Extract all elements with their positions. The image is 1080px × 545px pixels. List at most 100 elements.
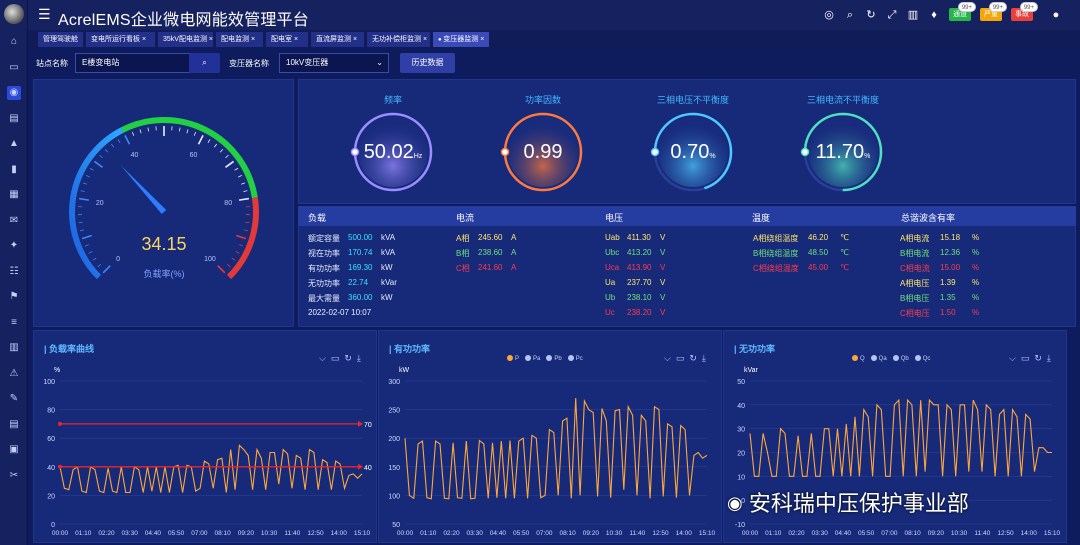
y-tick-label: 50 [392, 522, 400, 529]
line-view-icon[interactable]: ⌵ [319, 353, 331, 363]
legend-item[interactable]: Qc [909, 355, 930, 362]
metric-title: 频率 [383, 95, 402, 105]
table-icon[interactable]: ▥ [9, 342, 19, 353]
tab-close-icon[interactable]: × [249, 36, 256, 43]
gauge-tick-label: 60 [190, 152, 198, 159]
grid-icon[interactable]: ☷ [9, 265, 19, 277]
x-tick-label: 15:10 [1044, 530, 1061, 537]
download-icon[interactable]: ⤓ [701, 353, 711, 363]
wrench-icon[interactable]: ✂ [9, 469, 19, 481]
station-search-button[interactable]: ⌕ [189, 53, 220, 73]
mark-line-label: 40 [364, 465, 372, 472]
alarm-icon[interactable]: ▲ [9, 138, 19, 149]
alarm-badge-button[interactable]: 严重 99+ [980, 2, 1007, 21]
layers-icon[interactable]: ▤ [9, 112, 19, 124]
shirt-icon[interactable]: ♦ [931, 9, 937, 21]
table-cell-label: Uca [605, 263, 620, 272]
doc-icon[interactable]: ▤ [9, 418, 19, 430]
table-cell-label: Ubc [605, 248, 620, 257]
tab-close-icon[interactable]: × [421, 36, 428, 43]
alarm-badge-label: 事故 [1015, 11, 1029, 18]
book-icon[interactable]: ▣ [9, 444, 19, 455]
y-tick-label: 100 [43, 379, 55, 386]
gauge-tick [243, 229, 249, 232]
y-axis-unit: kVar [744, 367, 759, 374]
x-tick-label: 12:50 [997, 530, 1014, 537]
restore-icon[interactable]: ↻ [344, 353, 357, 363]
bell-icon[interactable]: ⚠ [9, 367, 19, 379]
edit-icon[interactable]: ✎ [9, 393, 19, 404]
gauge-tick [219, 149, 224, 153]
mark-line-arrow [358, 463, 363, 470]
legend-item[interactable]: P [501, 355, 519, 362]
legend-item[interactable]: Pb [540, 355, 562, 362]
table-cell-value: 45.00 [808, 263, 829, 272]
chart-icon[interactable]: ▥ [907, 9, 919, 21]
station-select[interactable]: E楼变电站 [75, 53, 215, 73]
tab-close-icon[interactable]: × [478, 36, 485, 43]
chart-plot: kVar -10 0 10 20 30 40 50 00:00 01:10 02:20 03:30 04… [735, 367, 1061, 537]
gauge-tick [124, 135, 131, 145]
alarm-count-badge: 99+ [1019, 2, 1038, 12]
tab-close-icon[interactable]: × [206, 36, 213, 43]
list-icon[interactable]: ≡ [11, 316, 17, 328]
bar-view-icon[interactable]: ▭ [330, 353, 345, 363]
bulb-icon[interactable]: ✦ [9, 240, 19, 251]
tab-item[interactable]: 无功补偿柜监测 × [367, 32, 430, 47]
menu-toggle-icon[interactable]: ☰ [38, 6, 51, 22]
table-cell-value: 46.20 [808, 233, 829, 242]
bar-view-icon[interactable]: ▭ [1020, 353, 1035, 363]
alarm-badge-button[interactable]: 通道 99+ [949, 2, 976, 21]
legend-item[interactable]: Qb [887, 355, 909, 362]
tab-item[interactable]: 管理驾驶舱 [38, 32, 83, 47]
bar-chart-icon[interactable]: ▮ [11, 163, 17, 175]
transformer-select[interactable]: 10kV变压器 ⌄ [279, 53, 389, 73]
monitor-icon[interactable]: ▭ [9, 61, 19, 73]
legend-item[interactable]: Q [846, 355, 865, 362]
table-cell-value: 238.60 [478, 248, 503, 257]
bar-view-icon[interactable]: ▭ [675, 353, 690, 363]
download-icon[interactable]: ⤓ [356, 353, 366, 363]
download-icon[interactable]: ⤓ [1046, 353, 1056, 363]
legend-item[interactable]: Qa [865, 355, 887, 362]
table-cell-value: 12.36 [940, 248, 961, 257]
gauge-tick [207, 139, 211, 143]
search-icon[interactable]: ⌕ [846, 9, 854, 21]
tab-item[interactable]: 35kV配电监测 × [158, 32, 213, 47]
tab-close-icon[interactable]: × [351, 36, 358, 43]
line-view-icon[interactable]: ⌵ [1009, 353, 1021, 363]
legend-item[interactable]: Pc [562, 355, 583, 362]
gauge-tick [236, 234, 247, 240]
tab-item[interactable]: 直流屏监测 × [311, 32, 364, 47]
tab-item[interactable]: 配电监测 × [216, 32, 263, 47]
tab-item[interactable]: ● 变压器监测 × [433, 32, 489, 47]
history-data-button[interactable]: 历史数据 [400, 53, 455, 73]
restore-icon[interactable]: ↻ [1034, 353, 1047, 363]
home-icon[interactable]: ⌂ [10, 36, 18, 47]
gauge-tick [110, 143, 115, 148]
tab-item[interactable]: 配电室 × [266, 32, 308, 47]
tower-icon[interactable]: ⚑ [9, 291, 19, 302]
line-view-icon[interactable]: ⌵ [664, 353, 676, 363]
tab-item[interactable]: 变电所运行看板 × [86, 32, 155, 47]
tab-close-icon[interactable]: × [292, 36, 299, 43]
dashboard-icon[interactable]: ◉ [7, 86, 21, 100]
refresh-icon[interactable]: ↻ [866, 9, 876, 21]
image-icon[interactable]: ▦ [9, 189, 19, 200]
expand-icon[interactable]: ⤢ [887, 9, 897, 21]
restore-icon[interactable]: ↻ [689, 353, 702, 363]
metric-ring [500, 112, 583, 192]
gauge-tick [226, 263, 231, 268]
table-cell-unit: V [660, 293, 666, 302]
legend-label: Qb [900, 356, 909, 362]
mail-icon[interactable]: ✉ [9, 214, 19, 226]
alarm-badge-button[interactable]: 事故 99+ [1011, 2, 1038, 21]
target-icon[interactable]: ◎ [824, 9, 834, 21]
user-icon[interactable]: ● [1052, 9, 1060, 21]
legend-item[interactable]: Pa [519, 355, 540, 362]
tab-close-icon[interactable]: × [140, 36, 147, 43]
metric-unit: Hz [413, 153, 423, 160]
user-avatar[interactable] [4, 4, 24, 24]
table-cell-label: B相 [456, 249, 470, 258]
metric-value: 0.70% [643, 141, 743, 164]
